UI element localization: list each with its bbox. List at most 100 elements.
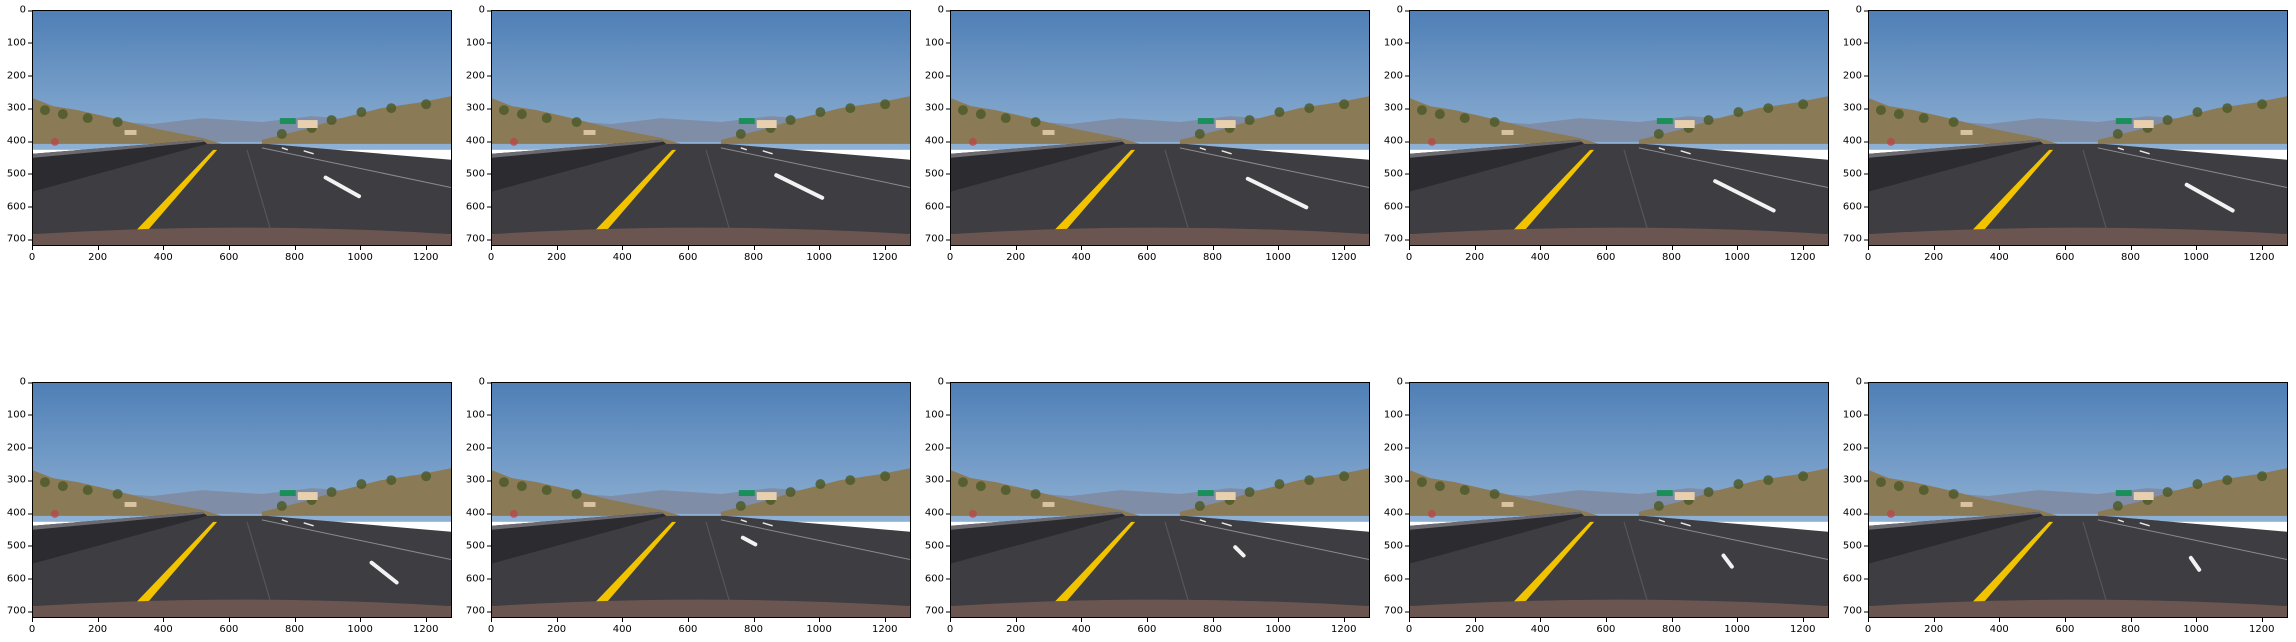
x-tick-label: 800 [2111,618,2151,635]
x-tick-label: 200 [1914,246,1954,263]
x-tick-label: 800 [275,618,315,635]
x-tick-label: 0 [471,618,511,635]
x-tick-label: 1200 [865,618,905,635]
highway-sign [1197,490,1214,497]
yellow-lane-line [1509,149,1595,235]
road-image [32,10,452,246]
y-tick-label: 200 [461,442,491,453]
x-tick-label: 200 [537,246,577,263]
y-tick-label: 200 [1379,70,1409,81]
highway-sign [1656,118,1673,125]
hillside-left [951,470,1141,516]
x-tick-label: 800 [1652,618,1692,635]
x-tick-label: 1000 [2176,618,2216,635]
x-tick-label: 1000 [799,618,839,635]
highway-sign [279,118,296,125]
y-tick-label: 500 [461,540,491,551]
y-tick-label: 300 [2,475,32,486]
y-tick-label: 200 [461,70,491,81]
x-tick-label: 600 [1127,618,1167,635]
x-tick-label: 1200 [2242,618,2282,635]
yellow-lane-line [591,521,677,607]
yellow-lane-line [1050,149,1136,235]
road-image [1409,10,1829,246]
y-tick-label: 600 [1838,201,1868,212]
y-tick-label: 0 [2,5,32,16]
y-tick-label: 100 [461,37,491,48]
y-tick-label: 0 [1838,377,1868,388]
y-tick-label: 100 [2,409,32,420]
x-tick-label: 200 [996,246,1036,263]
y-tick-label: 400 [461,508,491,519]
yellow-lane-line [1968,149,2054,235]
y-tick-label: 200 [1379,442,1409,453]
white-lane-dash [740,535,758,547]
y-tick-label: 600 [2,201,32,212]
car-hood [1869,227,2287,245]
hillside-left [1410,98,1600,144]
y-tick-label: 400 [1379,136,1409,147]
hillside-left [33,470,223,516]
road-image [32,382,452,618]
white-lane-dash [774,173,825,200]
x-tick-label: 1200 [865,246,905,263]
white-lane-dash [369,560,399,585]
x-tick-label: 400 [143,246,183,263]
y-tick-label: 300 [461,475,491,486]
x-tick-label: 400 [1061,246,1101,263]
x-tick-label: 1000 [799,246,839,263]
x-tick-label: 600 [1127,246,1167,263]
y-tick-label: 600 [1838,573,1868,584]
x-tick-label: 800 [1652,246,1692,263]
x-tick-label: 600 [2045,246,2085,263]
x-tick-label: 0 [471,246,511,263]
y-tick-label: 0 [1838,5,1868,16]
x-tick-label: 1000 [1258,618,1298,635]
white-lane-dash [2188,555,2202,572]
y-tick-label: 400 [2,136,32,147]
x-tick-label: 200 [1455,618,1495,635]
y-tick-label: 300 [461,103,491,114]
x-tick-label: 600 [668,246,708,263]
road-surface [33,515,451,607]
y-tick-label: 200 [2,70,32,81]
road-image [1868,10,2288,246]
road-image [1868,382,2288,618]
car-hood [951,227,1369,245]
x-tick-label: 1000 [340,246,380,263]
white-lane-dash [1721,553,1734,569]
y-tick-label: 200 [2,442,32,453]
hillside-left [1869,470,2059,516]
x-tick-label: 600 [209,246,249,263]
y-tick-label: 700 [461,234,491,245]
highway-sign [738,118,755,125]
road-surface [1869,143,2287,235]
y-tick-label: 500 [1379,168,1409,179]
y-tick-label: 600 [461,573,491,584]
y-tick-label: 500 [1838,168,1868,179]
y-tick-label: 300 [2,103,32,114]
y-tick-label: 200 [1838,70,1868,81]
x-tick-label: 200 [1914,618,1954,635]
highway-sign [2115,118,2132,125]
highway-sign [1656,490,1673,497]
y-tick-label: 400 [1838,508,1868,519]
y-tick-label: 600 [920,201,950,212]
y-tick-label: 400 [920,136,950,147]
white-lane-dash [1245,176,1309,210]
y-tick-label: 100 [1838,409,1868,420]
yellow-lane-line [132,149,218,235]
x-tick-label: 1000 [1717,618,1757,635]
x-tick-label: 1200 [1324,246,1364,263]
y-tick-label: 600 [2,573,32,584]
x-tick-label: 800 [734,618,774,635]
x-tick-label: 400 [1520,246,1560,263]
road-image [491,10,911,246]
yellow-lane-line [1050,521,1136,607]
x-tick-label: 400 [602,246,642,263]
x-tick-label: 1000 [2176,246,2216,263]
hillside-left [1410,470,1600,516]
yellow-lane-line [591,149,677,235]
road-surface [1410,143,1828,235]
y-tick-label: 500 [2,540,32,551]
